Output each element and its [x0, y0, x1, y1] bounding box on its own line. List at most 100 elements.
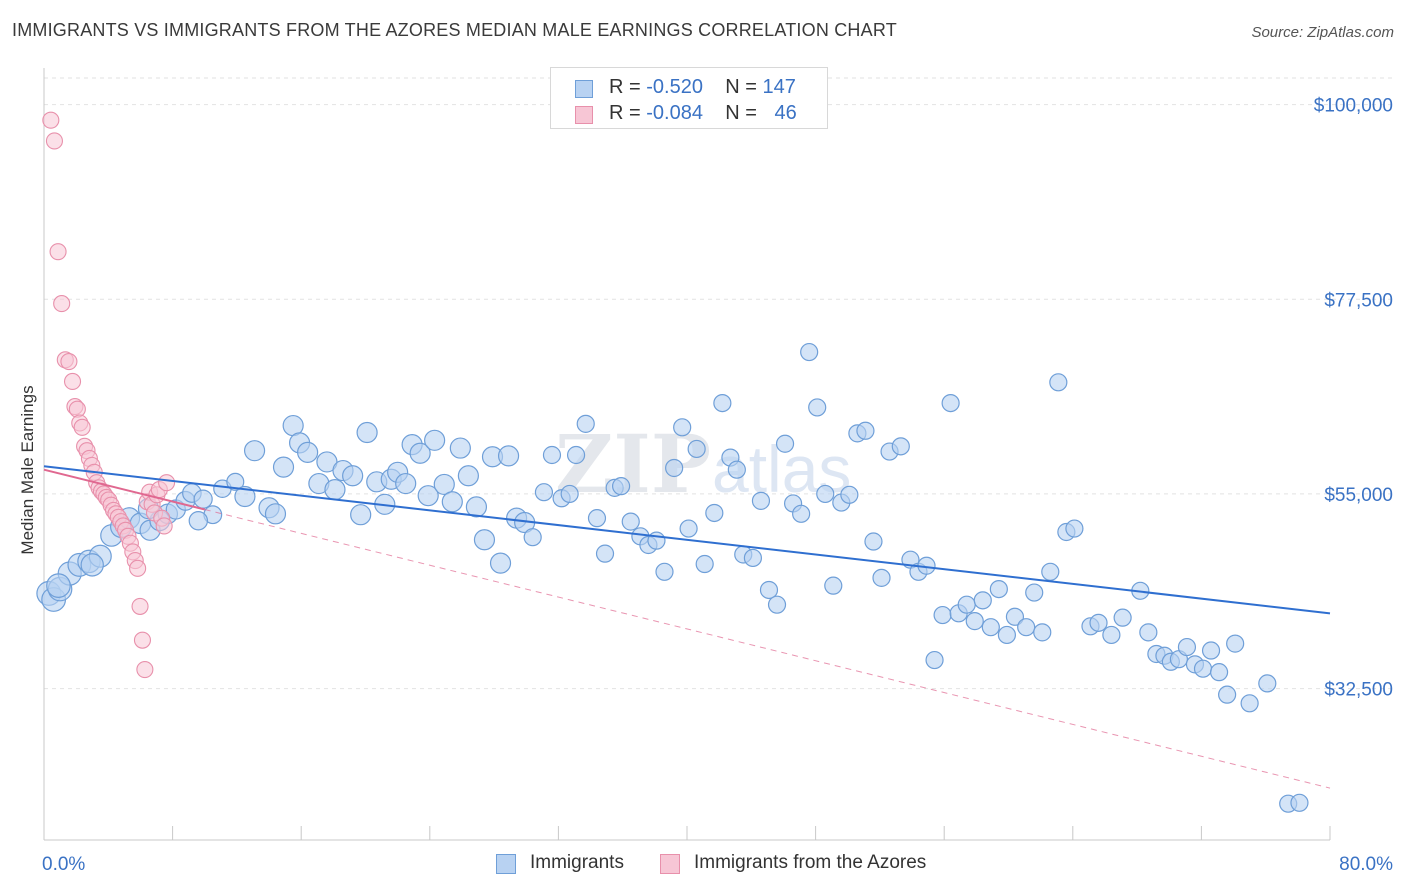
immigrants-point — [80, 553, 104, 577]
immigrants-point — [1005, 607, 1025, 626]
legend-n-label: N = — [725, 76, 757, 98]
azores-point — [63, 372, 82, 391]
immigrants-point — [792, 504, 811, 523]
immigrants-point — [673, 418, 692, 437]
immigrants-point — [925, 650, 944, 670]
legend-n-value: 147 — [762, 76, 796, 98]
immigrants-point — [989, 580, 1008, 599]
immigrants-point — [713, 393, 732, 413]
immigrants-point — [872, 568, 891, 587]
immigrants-point — [1209, 663, 1229, 682]
immigrants-point — [264, 503, 287, 525]
legend-n-value: 46 — [774, 102, 797, 124]
azores-point — [68, 400, 86, 418]
axes — [43, 68, 1331, 841]
immigrants-point — [489, 552, 512, 574]
immigrants-point — [417, 485, 439, 507]
legend-label-azores: Immigrants from the Azores — [694, 852, 927, 873]
immigrants-point — [1049, 373, 1068, 392]
legend-r-value: -0.084 — [646, 102, 703, 124]
azores-point — [73, 418, 91, 436]
immigrants-point — [395, 472, 417, 495]
immigrants-point — [449, 437, 471, 459]
immigrants-trend-line — [43, 465, 1331, 615]
immigrants-point — [234, 485, 256, 508]
immigrants-point — [1226, 634, 1245, 653]
immigrants-point — [705, 503, 724, 523]
chart-title: IMMIGRANTS VS IMMIGRANTS FROM THE AZORES… — [12, 20, 897, 40]
azores-point — [42, 111, 60, 129]
immigrants-point — [775, 434, 795, 453]
immigrants-point — [473, 529, 496, 551]
immigrants-point — [576, 414, 595, 433]
immigrants-point — [1193, 659, 1213, 678]
azores-point — [131, 597, 149, 615]
immigrants-point — [497, 445, 520, 467]
immigrants-point — [188, 511, 209, 531]
immigrants-point — [824, 576, 843, 595]
immigrants-point — [743, 548, 763, 568]
immigrants-point — [560, 484, 579, 504]
immigrants-point — [465, 496, 488, 518]
immigrants-point — [1139, 623, 1158, 642]
immigrants-point — [1102, 625, 1121, 645]
azores-point — [45, 132, 63, 150]
immigrants-point — [356, 421, 378, 444]
immigrants-point — [856, 421, 875, 440]
immigrants-point — [1201, 641, 1221, 660]
immigrants-point — [1017, 618, 1036, 637]
azores-point — [158, 474, 176, 492]
azores-points — [42, 111, 176, 679]
trend-lines — [43, 465, 1331, 789]
azores-point — [53, 295, 71, 313]
immigrants-point — [655, 562, 674, 581]
immigrants-point — [808, 398, 827, 417]
x-tick-label: 80.0% — [1339, 854, 1393, 875]
immigrants-point — [1113, 608, 1132, 627]
azores-trend-line — [43, 468, 205, 511]
immigrants-point — [350, 504, 372, 526]
immigrants-point — [534, 483, 554, 502]
legend-label-immigrants: Immigrants — [530, 852, 624, 873]
immigrants-point — [272, 456, 295, 478]
immigrants-point — [523, 528, 542, 547]
immigrants-point — [1041, 562, 1060, 581]
azores-point — [155, 517, 173, 535]
immigrants-point — [1218, 685, 1237, 704]
immigrants-point — [441, 491, 463, 513]
immigrants-point — [1240, 694, 1259, 713]
azores-point — [49, 243, 67, 261]
immigrants-point — [587, 509, 607, 528]
watermark: ZIP atlas — [555, 417, 851, 511]
azores-point — [129, 559, 147, 577]
immigrants-point — [965, 612, 984, 631]
x-tick-labels: 0.0% 80.0% — [42, 854, 1393, 875]
immigrants-point — [324, 479, 346, 501]
immigrants-point — [695, 554, 714, 574]
legend-swatch-pink — [575, 106, 593, 124]
immigrants-point — [595, 544, 615, 563]
immigrants-point — [665, 458, 684, 478]
immigrants-point — [1290, 793, 1309, 812]
y-tick-label: $32,500 — [1324, 680, 1393, 701]
legend-swatch-pink — [660, 854, 680, 874]
immigrants-point — [226, 472, 245, 491]
y-tick-labels: $100,000 $77,500 $55,000 $32,500 — [1314, 96, 1393, 701]
immigrants-point — [767, 595, 787, 614]
immigrants-point — [424, 429, 446, 451]
immigrants-point — [933, 605, 952, 625]
immigrants-point — [1033, 623, 1052, 642]
immigrants-point — [46, 573, 71, 598]
immigrants-point — [342, 465, 364, 487]
immigrants-point — [542, 445, 562, 465]
immigrants-point — [297, 441, 319, 464]
immigrants-point — [611, 477, 631, 496]
immigrants-point — [409, 442, 431, 464]
immigrants-point — [840, 485, 859, 504]
azores-point — [133, 631, 152, 649]
immigrants-point — [891, 437, 910, 456]
y-tick-label: $100,000 — [1314, 96, 1393, 117]
legend-r-label: R = — [609, 102, 641, 124]
legend-swatch-blue — [496, 854, 516, 874]
